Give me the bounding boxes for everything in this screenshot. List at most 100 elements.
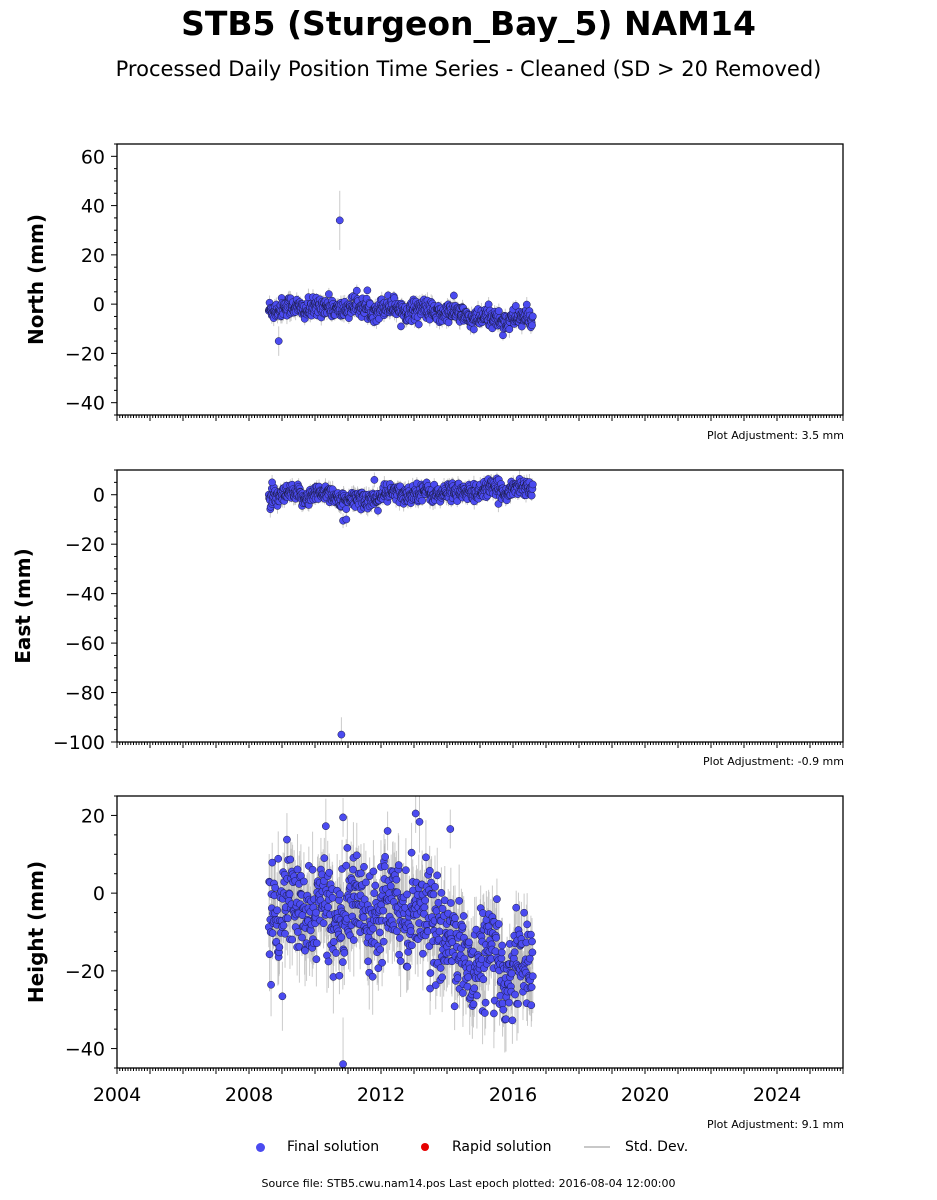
y-axis-label: East (mm) [11,548,35,664]
data-point [342,861,351,870]
data-point [267,980,275,989]
data-point [473,991,481,1000]
data-point [283,835,291,844]
data-point [271,883,280,892]
data-point [381,852,389,861]
data-point [383,827,392,835]
data-point [286,855,295,864]
data-point [274,854,283,863]
data-point [293,865,302,874]
data-point [374,964,383,973]
data-point [522,300,531,309]
data-point [298,933,306,942]
data-point [328,893,337,902]
data-point [376,945,385,954]
data-point [499,331,507,340]
data-point [527,930,535,939]
data-point [527,1001,536,1010]
data-point [369,867,378,876]
data-point [321,822,330,830]
data-point [490,1009,498,1018]
data-point [497,948,506,957]
data-point [324,957,333,966]
data-point [274,337,283,345]
data-point [479,975,488,984]
data-point [332,949,340,957]
data-point [507,969,516,978]
data-point [352,286,361,295]
data-point [448,938,457,946]
data-point [349,865,357,874]
data-point [414,320,423,329]
data-point [492,933,501,942]
data-point [453,974,462,983]
data-point [438,973,447,982]
data-point [502,1015,510,1024]
data-point [319,919,328,928]
data-point [339,1060,347,1068]
data-point [278,992,287,1001]
data-point [421,896,430,905]
plot-area-1 [264,470,537,742]
data-point [431,883,439,891]
data-point [374,506,382,515]
data-point [392,875,401,884]
data-point [523,920,531,929]
data-point [494,920,503,928]
data-point [480,1009,489,1017]
data-point [369,924,377,933]
data-point [268,929,277,937]
data-point [392,927,401,936]
data-point [375,928,384,937]
data-point [499,1005,508,1014]
y-axis-label: North (mm) [24,214,48,345]
plot-area-2 [264,796,537,1068]
data-point [268,858,277,867]
data-point [393,888,402,897]
data-point [491,947,500,956]
data-point [470,984,479,993]
data-point [415,817,424,826]
data-point [294,928,302,936]
data-point [528,321,536,330]
data-point [337,933,346,942]
data-point [498,999,507,1008]
data-point [455,897,464,905]
data-point [335,890,344,899]
data-point [411,809,420,818]
data-point [464,973,473,982]
data-point [505,998,513,1007]
data-point [312,939,321,947]
data-point [364,957,372,966]
data-point [472,925,480,934]
data-point [459,989,467,997]
data-point [339,813,347,822]
data-point [418,496,426,505]
y-tick-label: −80 [65,683,105,705]
data-point [528,972,537,981]
data-point [429,890,438,899]
data-point [371,881,380,890]
data-point [338,958,347,966]
data-point [268,478,276,487]
data-point [437,889,446,897]
data-point [379,937,388,946]
y-tick-label: 60 [81,146,105,168]
data-point [433,871,442,880]
data-point [508,1016,517,1025]
data-point [419,949,427,958]
data-point [285,890,294,898]
data-point [340,949,349,957]
data-point [337,730,346,739]
data-point [279,921,288,930]
y-tick-label: 20 [81,245,105,267]
data-point [403,962,412,971]
data-point [528,312,537,321]
data-point [470,325,478,334]
data-point [511,990,519,999]
data-point [528,948,537,957]
data-point [349,936,358,944]
data-point [312,955,321,964]
